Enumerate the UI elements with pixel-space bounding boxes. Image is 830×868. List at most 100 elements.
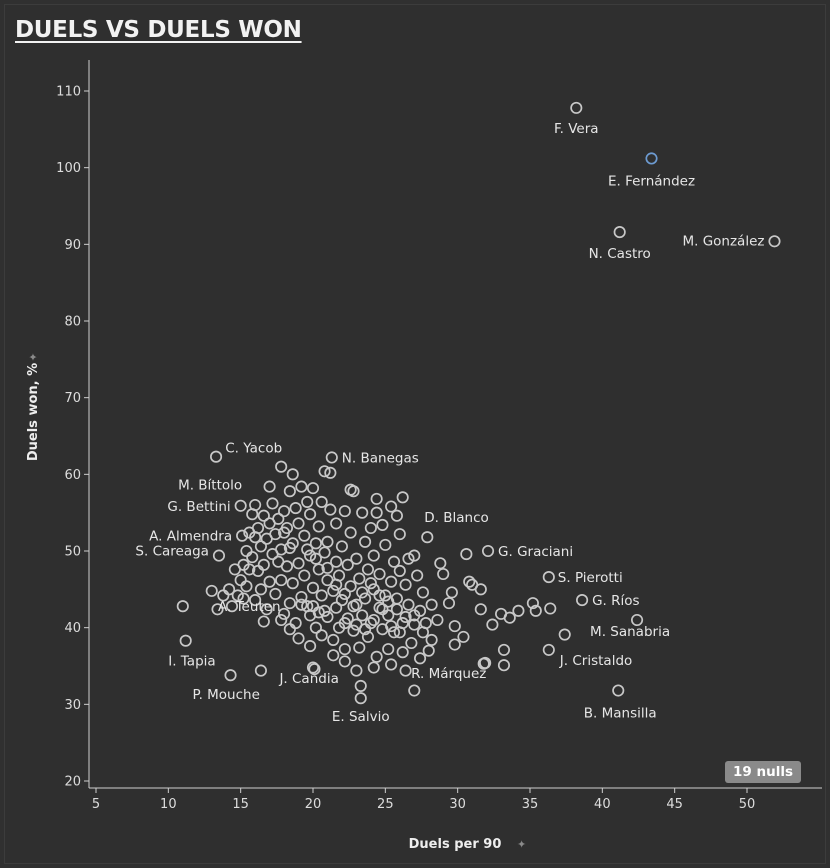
data-point: [408, 684, 421, 697]
data-point: [330, 517, 343, 530]
data-point: [463, 575, 476, 588]
data-point: [344, 580, 357, 593]
data-point: [466, 578, 479, 591]
data-point: [437, 567, 450, 581]
data-point: [408, 549, 421, 562]
data-point: [526, 597, 539, 610]
data-point: [359, 623, 372, 636]
data-point: [408, 618, 421, 631]
data-point: [448, 620, 461, 633]
data-point: [402, 552, 415, 565]
y-tick-label: 90: [64, 238, 81, 253]
data-point: [431, 613, 444, 627]
data-point: [309, 537, 322, 550]
data-point: [246, 551, 259, 564]
data-point: [309, 552, 322, 565]
data-point: [312, 520, 325, 533]
pin-icon[interactable]: ✦: [27, 352, 40, 361]
data-point: [364, 521, 377, 535]
data-point: [278, 607, 291, 620]
data-point: [324, 466, 337, 479]
data-point: [260, 532, 273, 545]
data-points: [176, 101, 781, 705]
data-point: [249, 594, 262, 607]
data-point: [396, 646, 409, 659]
chart-panel: DUELS VS DUELS WON: [4, 4, 826, 864]
data-point: [396, 491, 409, 504]
data-point: [402, 598, 415, 611]
data-point: [283, 541, 296, 554]
data-point: [361, 563, 375, 576]
data-point: [512, 604, 525, 617]
data-point: [425, 598, 438, 611]
data-point-labeled: [275, 460, 288, 473]
data-point: [364, 617, 377, 630]
data-point: [223, 583, 236, 596]
data-point: [347, 600, 360, 613]
data-point: [376, 518, 389, 531]
data-point: [425, 633, 438, 646]
data-point: [327, 633, 340, 646]
y-axis-title[interactable]: Duels won, % ✦: [26, 352, 41, 461]
point-label: D. Blanco: [424, 510, 489, 526]
data-point: [275, 613, 288, 627]
data-point: [278, 505, 291, 518]
point-label: R. Márquez: [411, 666, 486, 682]
data-point: [251, 564, 265, 577]
data-point: [237, 592, 250, 605]
data-point: [205, 584, 218, 597]
data-point: [460, 548, 473, 561]
data-point: [529, 604, 542, 617]
chart-title: DUELS VS DUELS WON: [15, 17, 302, 43]
y-tick-label: 20: [64, 775, 81, 790]
point-label: N. Banegas: [342, 450, 419, 466]
data-point: [257, 615, 270, 628]
data-point: [278, 526, 291, 539]
point-label: A. Teuten: [218, 599, 281, 615]
data-point: [269, 587, 282, 600]
data-point: [370, 492, 383, 505]
y-tick-label: 30: [64, 698, 81, 713]
x-tick-label: 5: [92, 797, 100, 812]
data-point-labeled: [234, 499, 247, 512]
data-point-labeled: [613, 226, 626, 239]
data-point: [338, 617, 351, 630]
data-point: [266, 548, 279, 561]
data-point: [283, 623, 296, 636]
data-point: [266, 497, 279, 510]
point-label: M. González: [682, 233, 764, 249]
x-axis-title[interactable]: Duels per 90 ✦: [409, 837, 527, 852]
y-tick-label: 70: [64, 391, 81, 406]
data-point-labeled: [631, 613, 644, 627]
x-tick-label: 25: [377, 797, 394, 812]
point-label: A. Almendra: [149, 529, 232, 545]
axes: [88, 60, 822, 789]
data-point: [495, 607, 508, 620]
y-axis-title-text: Duels won, %: [26, 363, 41, 461]
data-point: [442, 597, 456, 610]
data-point: [445, 586, 458, 599]
data-point: [240, 580, 253, 593]
data-point: [457, 630, 470, 643]
data-point: [286, 577, 299, 590]
data-point: [240, 544, 253, 558]
point-label: N. Castro: [589, 246, 651, 262]
data-point: [176, 600, 189, 613]
data-point-labeled: [481, 544, 495, 558]
pin-icon[interactable]: ✦: [517, 838, 526, 851]
nulls-badge[interactable]: 19 nulls: [725, 761, 801, 783]
data-point: [367, 613, 380, 627]
data-point: [408, 609, 421, 622]
point-label: E. Salvio: [332, 709, 390, 725]
point-label: P. Mouche: [193, 687, 260, 703]
data-point: [399, 610, 412, 623]
data-point: [211, 603, 224, 616]
data-point: [385, 575, 398, 588]
point-label: B. Mansilla: [584, 706, 657, 722]
data-point: [283, 485, 296, 498]
data-point: [263, 575, 276, 588]
y-tick-label: 110: [56, 85, 81, 100]
data-point: [330, 601, 343, 614]
data-point: [497, 659, 511, 672]
